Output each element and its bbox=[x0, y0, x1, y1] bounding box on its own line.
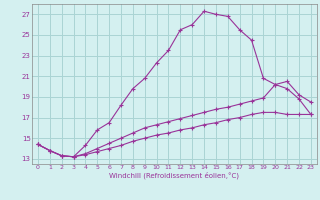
X-axis label: Windchill (Refroidissement éolien,°C): Windchill (Refroidissement éolien,°C) bbox=[109, 172, 239, 179]
